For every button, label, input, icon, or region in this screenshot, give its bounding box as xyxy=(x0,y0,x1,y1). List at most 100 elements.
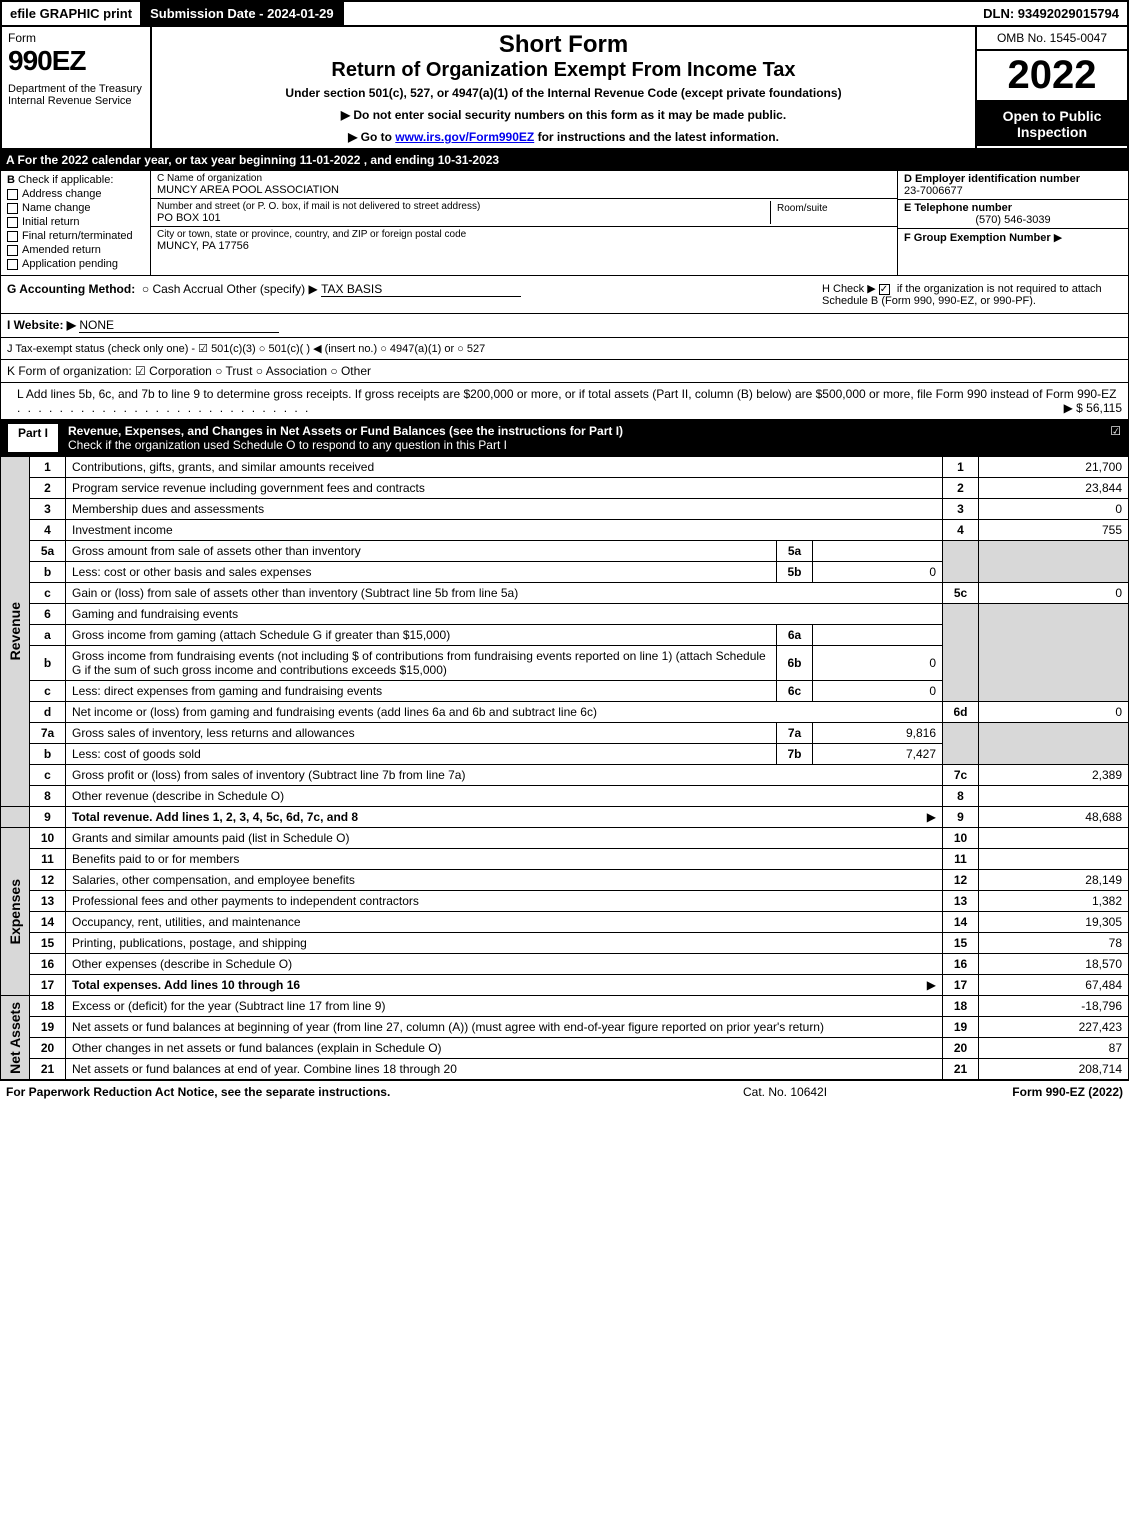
tax-year: 2022 xyxy=(977,51,1127,102)
e-tel-cell: E Telephone number (570) 546-3039 xyxy=(898,200,1128,229)
form-number: 990EZ xyxy=(8,45,144,77)
table-row: 20Other changes in net assets or fund ba… xyxy=(1,1038,1129,1059)
c-name-cell: C Name of organization MUNCY AREA POOL A… xyxy=(151,171,897,199)
chk-initial-return[interactable]: Initial return xyxy=(7,216,144,228)
side-net-assets: Net Assets xyxy=(7,1002,23,1074)
part1-check[interactable]: ☑ xyxy=(1101,424,1121,452)
table-row: cGross profit or (loss) from sales of in… xyxy=(1,765,1129,786)
table-row: Net Assets 18Excess or (deficit) for the… xyxy=(1,996,1129,1017)
part1-title: Revenue, Expenses, and Changes in Net As… xyxy=(68,424,1101,452)
c-city-value: MUNCY, PA 17756 xyxy=(157,240,891,252)
f-grp-cell: F Group Exemption Number ▶ xyxy=(898,229,1128,246)
c-city-label: City or town, state or province, country… xyxy=(157,229,891,240)
table-row: 16Other expenses (describe in Schedule O… xyxy=(1,954,1129,975)
table-row: 12Salaries, other compensation, and empl… xyxy=(1,870,1129,891)
col-b: B Check if applicable: Address change Na… xyxy=(1,171,151,275)
l-dots xyxy=(17,401,310,415)
c-addr-label: Number and street (or P. O. box, if mail… xyxy=(157,201,770,212)
chk-address-change[interactable]: Address change xyxy=(7,188,144,200)
table-row: 11Benefits paid to or for members11 xyxy=(1,849,1129,870)
row-gh: G Accounting Method: ○ Cash Accrual Othe… xyxy=(0,276,1129,314)
d-ein-value: 23-7006677 xyxy=(904,185,1122,197)
side-revenue: Revenue xyxy=(7,602,23,660)
row-l-gross-receipts: L Add lines 5b, 6c, and 7b to line 9 to … xyxy=(0,383,1129,420)
table-row: Expenses 10Grants and similar amounts pa… xyxy=(1,828,1129,849)
form-word: Form xyxy=(8,31,144,45)
table-row: Revenue 1Contributions, gifts, grants, a… xyxy=(1,457,1129,478)
part1-sub: Check if the organization used Schedule … xyxy=(68,438,507,452)
h-checkbox[interactable] xyxy=(879,284,890,295)
table-row: 6Gaming and fundraising events xyxy=(1,604,1129,625)
form-header: Form 990EZ Department of the Treasury In… xyxy=(0,27,1129,150)
chk-amended-return[interactable]: Amended return xyxy=(7,244,144,256)
row-j-tax-exempt: J Tax-exempt status (check only one) - ☑… xyxy=(0,338,1129,360)
d-ein-cell: D Employer identification number 23-7006… xyxy=(898,171,1128,200)
col-def: D Employer identification number 23-7006… xyxy=(898,171,1128,275)
table-row: 13Professional fees and other payments t… xyxy=(1,891,1129,912)
header-middle: Short Form Return of Organization Exempt… xyxy=(152,27,977,148)
table-row: 15Printing, publications, postage, and s… xyxy=(1,933,1129,954)
i-value: NONE xyxy=(79,318,279,333)
g-accounting: G Accounting Method: ○ Cash Accrual Othe… xyxy=(7,282,822,307)
l-amount: ▶ $ 56,115 xyxy=(1064,401,1122,415)
c-name-value: MUNCY AREA POOL ASSOCIATION xyxy=(157,184,891,196)
c-room-label: Room/suite xyxy=(771,201,891,224)
omb-label: OMB No. 1545-0047 xyxy=(977,27,1127,51)
b-label: B xyxy=(7,174,15,186)
f-grp-arrow: ▶ xyxy=(1054,232,1062,244)
dln-label: DLN: 93492029015794 xyxy=(975,2,1127,25)
part1-num: Part I xyxy=(8,424,58,452)
header-left: Form 990EZ Department of the Treasury In… xyxy=(2,27,152,148)
submission-date-label: Submission Date - 2024-01-29 xyxy=(142,2,344,25)
c-addr-value: PO BOX 101 xyxy=(157,212,770,224)
table-row: 8Other revenue (describe in Schedule O)8 xyxy=(1,786,1129,807)
d-ein-label: D Employer identification number xyxy=(904,173,1122,185)
e-tel-value: (570) 546-3039 xyxy=(904,214,1122,226)
part1-header: Part I Revenue, Expenses, and Changes in… xyxy=(0,420,1129,456)
efile-print-label[interactable]: efile GRAPHIC print xyxy=(2,2,142,25)
table-row: cGain or (loss) from sale of assets othe… xyxy=(1,583,1129,604)
f-grp-label: F Group Exemption Number xyxy=(904,232,1051,244)
table-row: 2Program service revenue including gover… xyxy=(1,478,1129,499)
b-sublabel: Check if applicable: xyxy=(18,174,113,186)
part1-table: Revenue 1Contributions, gifts, grants, a… xyxy=(0,456,1129,1080)
h-check: H Check ▶ if the organization is not req… xyxy=(822,282,1122,307)
col-c: C Name of organization MUNCY AREA POOL A… xyxy=(151,171,898,275)
c-addr-cell: Number and street (or P. O. box, if mail… xyxy=(151,199,897,227)
row-k-org-form: K Form of organization: ☑ Corporation ○ … xyxy=(0,360,1129,383)
table-row: 4Investment income4755 xyxy=(1,520,1129,541)
irs-link[interactable]: www.irs.gov/Form990EZ xyxy=(395,130,534,144)
note-goto-post: for instructions and the latest informat… xyxy=(534,130,779,144)
title-under-section: Under section 501(c), 527, or 4947(a)(1)… xyxy=(162,86,965,100)
side-expenses: Expenses xyxy=(7,879,23,944)
note-goto: ▶ Go to www.irs.gov/Form990EZ for instru… xyxy=(162,130,965,144)
title-return: Return of Organization Exempt From Incom… xyxy=(162,59,965,82)
table-row: 5aGross amount from sale of assets other… xyxy=(1,541,1129,562)
chk-name-change[interactable]: Name change xyxy=(7,202,144,214)
e-tel-label: E Telephone number xyxy=(904,202,1122,214)
footer-paperwork: For Paperwork Reduction Act Notice, see … xyxy=(6,1085,743,1099)
chk-application-pending[interactable]: Application pending xyxy=(7,258,144,270)
row-a-calendar-year: A For the 2022 calendar year, or tax yea… xyxy=(0,150,1129,170)
h-text1: H Check ▶ xyxy=(822,283,876,295)
footer-formnum: Form 990-EZ (2022) xyxy=(943,1085,1123,1099)
g-value: TAX BASIS xyxy=(321,282,521,297)
c-city-cell: City or town, state or province, country… xyxy=(151,227,897,254)
row-i-website: I Website: ▶ NONE xyxy=(0,314,1129,338)
table-row: 7aGross sales of inventory, less returns… xyxy=(1,723,1129,744)
table-row: 14Occupancy, rent, utilities, and mainte… xyxy=(1,912,1129,933)
header-right: OMB No. 1545-0047 2022 Open to Public In… xyxy=(977,27,1127,148)
page-footer: For Paperwork Reduction Act Notice, see … xyxy=(0,1080,1129,1103)
table-row: 3Membership dues and assessments30 xyxy=(1,499,1129,520)
footer-catno: Cat. No. 10642I xyxy=(743,1085,943,1099)
department-label: Department of the Treasury Internal Reve… xyxy=(8,83,144,107)
table-row: 17Total expenses. Add lines 10 through 1… xyxy=(1,975,1129,996)
table-row: dNet income or (loss) from gaming and fu… xyxy=(1,702,1129,723)
chk-final-return[interactable]: Final return/terminated xyxy=(7,230,144,242)
g-options: Cash Accrual Other (specify) ▶ xyxy=(152,282,317,296)
i-label: I Website: ▶ xyxy=(7,318,76,332)
table-row: 19Net assets or fund balances at beginni… xyxy=(1,1017,1129,1038)
title-short-form: Short Form xyxy=(162,31,965,59)
table-row: 9Total revenue. Add lines 1, 2, 3, 4, 5c… xyxy=(1,807,1129,828)
inspection-label: Open to Public Inspection xyxy=(977,102,1127,146)
